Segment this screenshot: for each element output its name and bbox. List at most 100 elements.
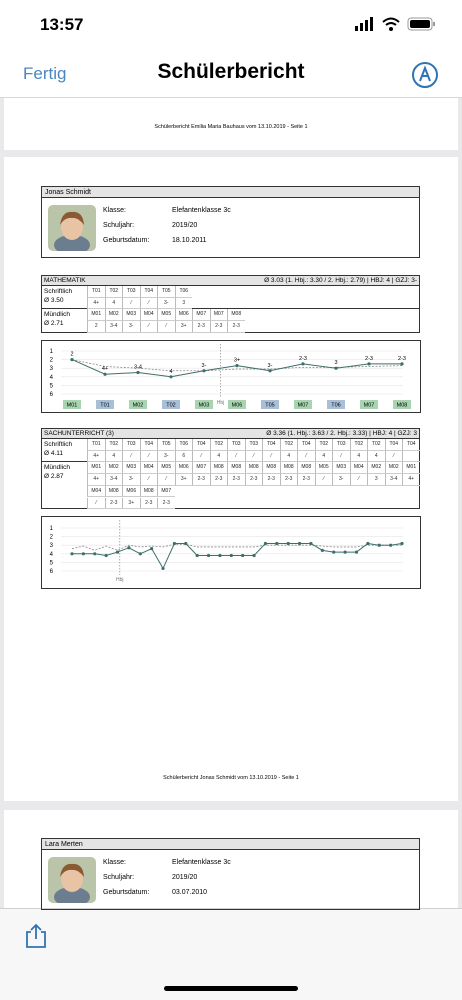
grade-cell: 3- bbox=[157, 297, 175, 310]
home-indicator bbox=[164, 986, 298, 991]
grade-cell: 4 bbox=[367, 450, 385, 463]
code-cell: M08 bbox=[104, 485, 122, 498]
code-cell: M04 bbox=[139, 462, 157, 475]
done-button[interactable]: Fertig bbox=[23, 64, 67, 83]
code-cell: T04 bbox=[262, 439, 280, 451]
student-name: Jonas Schmidt bbox=[41, 186, 420, 198]
code-cell: M06 bbox=[174, 462, 192, 475]
code-cell: M05 bbox=[157, 309, 175, 322]
y-tick-label: 5 bbox=[50, 383, 54, 389]
grade-point bbox=[252, 553, 256, 558]
code-cell: M02 bbox=[104, 462, 122, 475]
field-label: Klasse: bbox=[103, 859, 126, 866]
grade-chart: 1 2 3 4 5 6 Hbj bbox=[41, 516, 421, 589]
grade-point bbox=[104, 553, 108, 558]
grade-point bbox=[115, 550, 120, 554]
chart-frame bbox=[41, 340, 421, 413]
field-label: Klasse: bbox=[103, 207, 126, 214]
grade-cell: 2-3 bbox=[227, 321, 245, 333]
subject-header bbox=[41, 428, 420, 439]
grade-cell: ⁄ bbox=[157, 474, 175, 486]
grade-cell: 3-4 bbox=[104, 321, 122, 333]
grade-point bbox=[206, 553, 211, 558]
code-cell: T01 bbox=[87, 286, 105, 298]
category-box bbox=[261, 400, 279, 409]
grade-cell: ⁄ bbox=[157, 321, 175, 333]
subject-summary: Ø 3.36 (1. Hbj.: 3.63 / 2. Hbj.: 3.33) |… bbox=[266, 430, 417, 437]
code-cell: M08 bbox=[279, 462, 297, 475]
code-cell: M07 bbox=[157, 485, 175, 498]
code-cell: T01 bbox=[87, 439, 105, 451]
row-group bbox=[41, 462, 420, 510]
grade-cell: 2-3 bbox=[227, 474, 245, 486]
point-label: 3-4 bbox=[134, 365, 142, 371]
average-line bbox=[71, 359, 403, 372]
grade-cell: ⁄ bbox=[122, 450, 140, 463]
grade-point bbox=[229, 553, 233, 558]
grade-cell: 3- bbox=[157, 450, 175, 463]
grade-cell: 2 bbox=[87, 321, 105, 333]
code-cell: T02 bbox=[349, 439, 367, 451]
share-button[interactable] bbox=[24, 923, 48, 949]
point-label: 3+ bbox=[234, 358, 240, 364]
point-label: 2-3 bbox=[365, 356, 373, 362]
student-photo bbox=[48, 205, 96, 251]
page-footer: Schülerbericht Emilia Maria Bauhaus vom … bbox=[154, 124, 308, 130]
grade-cell: ⁄ bbox=[139, 297, 157, 310]
point-label: 2 bbox=[70, 352, 73, 358]
grade-cell: ⁄ bbox=[139, 450, 157, 463]
subject-header bbox=[41, 275, 420, 286]
grade-cell: ⁄ bbox=[314, 474, 332, 486]
code-cell: T06 bbox=[174, 286, 192, 298]
grade-cell: 3+ bbox=[174, 474, 192, 486]
category-box bbox=[195, 400, 213, 409]
code-cell: T05 bbox=[157, 286, 175, 298]
code-cell: T04 bbox=[139, 286, 157, 298]
code-cell: M03 bbox=[332, 462, 350, 475]
subject-summary: Ø 3.03 (1. Hbj.: 3.30 / 2. Hbj.: 2.79) |… bbox=[264, 277, 417, 284]
grade-cell: 2-3 bbox=[192, 474, 210, 486]
row-average: Ø 3.50 bbox=[44, 297, 64, 304]
grade-cell: 3 bbox=[174, 297, 192, 310]
category-box bbox=[360, 400, 378, 409]
y-tick-label: 6 bbox=[50, 392, 54, 398]
code-cell: M08 bbox=[139, 485, 157, 498]
row-average: Ø 2.71 bbox=[44, 320, 64, 328]
field-value: Elefantenklasse 3c bbox=[172, 859, 231, 866]
code-cell: M07 bbox=[209, 309, 227, 322]
code-cell: M06 bbox=[122, 485, 140, 498]
code-cell: T02 bbox=[279, 439, 297, 451]
grade-point bbox=[400, 362, 404, 366]
y-tick-label: 2 bbox=[50, 358, 54, 364]
grade-point bbox=[309, 541, 313, 546]
grade-point bbox=[400, 541, 404, 546]
grade-cell: 2-3 bbox=[192, 321, 210, 333]
grade-point bbox=[172, 541, 177, 546]
grade-cell: ⁄ bbox=[349, 474, 367, 486]
code-cell: M01 bbox=[87, 462, 105, 475]
code-cell: T04 bbox=[192, 439, 210, 451]
grade-cell: 3+ bbox=[122, 497, 140, 510]
code-cell: M03 bbox=[122, 309, 140, 322]
average-line bbox=[71, 543, 402, 551]
category-box bbox=[162, 400, 180, 409]
grade-line bbox=[72, 542, 403, 570]
category-label: M01 bbox=[67, 403, 78, 409]
markup-button[interactable] bbox=[411, 61, 439, 89]
grade-cell: ⁄ bbox=[262, 450, 280, 463]
grade-point bbox=[127, 546, 131, 550]
code-cell: T03 bbox=[332, 439, 350, 451]
code-cell: M08 bbox=[244, 462, 262, 475]
chart-frame bbox=[41, 516, 421, 589]
code-cell: T02 bbox=[314, 439, 332, 451]
grade-cell: 4 bbox=[279, 450, 297, 463]
grade-cell: ⁄ bbox=[87, 497, 105, 510]
bottom-toolbar bbox=[0, 908, 462, 1000]
code-cell: T03 bbox=[122, 439, 140, 451]
page-sheet bbox=[4, 157, 458, 801]
y-tick-label: 2 bbox=[50, 535, 54, 541]
category-box bbox=[327, 400, 345, 409]
field-value: 18.10.2011 bbox=[172, 237, 207, 244]
semester-label: Hbj bbox=[217, 400, 225, 406]
code-cell: M04 bbox=[87, 485, 105, 498]
